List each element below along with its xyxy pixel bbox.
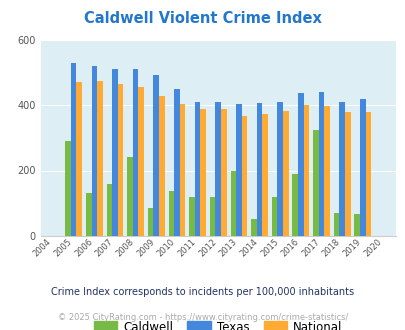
Bar: [132, 69, 138, 236]
Bar: [364, 112, 370, 236]
Legend: Caldwell, Texas, National: Caldwell, Texas, National: [89, 316, 347, 330]
Bar: [97, 82, 102, 236]
Bar: [107, 183, 112, 236]
Bar: [86, 193, 91, 236]
Bar: [200, 109, 205, 236]
Bar: [194, 102, 200, 236]
Bar: [215, 102, 220, 236]
Bar: [65, 141, 71, 236]
Bar: [241, 115, 247, 236]
Bar: [168, 191, 174, 236]
Bar: [230, 172, 236, 236]
Bar: [344, 112, 350, 236]
Bar: [127, 157, 132, 236]
Text: Caldwell Violent Crime Index: Caldwell Violent Crime Index: [84, 11, 321, 26]
Bar: [354, 214, 359, 236]
Bar: [297, 93, 303, 236]
Bar: [209, 197, 215, 236]
Bar: [189, 197, 194, 236]
Bar: [220, 109, 226, 236]
Bar: [359, 99, 364, 236]
Bar: [138, 87, 144, 236]
Bar: [262, 114, 267, 236]
Bar: [271, 197, 277, 236]
Bar: [339, 102, 344, 236]
Bar: [292, 174, 297, 236]
Bar: [179, 104, 185, 236]
Text: Crime Index corresponds to incidents per 100,000 inhabitants: Crime Index corresponds to incidents per…: [51, 287, 354, 297]
Bar: [256, 103, 262, 236]
Bar: [282, 111, 288, 236]
Bar: [318, 92, 324, 236]
Bar: [112, 69, 117, 236]
Bar: [147, 208, 153, 236]
Bar: [91, 66, 97, 236]
Bar: [236, 104, 241, 236]
Bar: [303, 105, 309, 236]
Text: © 2025 CityRating.com - https://www.cityrating.com/crime-statistics/: © 2025 CityRating.com - https://www.city…: [58, 313, 347, 322]
Bar: [71, 62, 76, 236]
Bar: [153, 75, 159, 236]
Bar: [159, 96, 164, 236]
Bar: [333, 213, 339, 236]
Bar: [277, 102, 282, 236]
Bar: [76, 82, 82, 236]
Bar: [174, 89, 179, 236]
Bar: [251, 218, 256, 236]
Bar: [117, 84, 123, 236]
Bar: [312, 130, 318, 236]
Bar: [324, 106, 329, 236]
